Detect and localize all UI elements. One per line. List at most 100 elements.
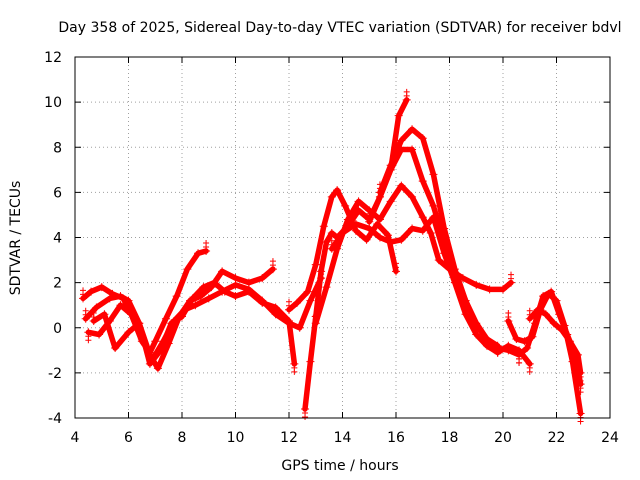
data-point-marker [504,346,513,355]
data-point-marker [231,280,240,289]
data-point-marker [533,305,542,314]
series-sat-k [504,289,585,425]
data-point-marker [541,310,550,319]
data-point-marker [231,292,240,301]
data-point-marker [311,260,320,269]
tail-marker [505,309,512,316]
data-point-marker [429,170,438,179]
tail-marker [302,413,309,420]
data-point-marker [351,226,360,235]
data-point-marker [327,228,336,237]
tail-marker [82,307,89,314]
data-point-marker [539,292,548,301]
y-tick-label: 12 [44,50,62,66]
data-point-marker [418,226,427,235]
data-point-marker [293,298,302,307]
tail-marker [203,240,210,247]
data-series [79,88,585,425]
data-point-marker [440,224,449,233]
data-point-marker [472,330,481,339]
data-point-marker [271,310,280,319]
data-point-marker [127,310,136,319]
data-point-marker [338,228,347,237]
tail-marker [328,237,335,244]
data-point-marker [408,145,417,154]
data-point-marker [218,267,227,276]
data-point-marker [499,285,507,294]
data-point-marker [306,357,315,366]
data-point-marker [482,341,491,350]
data-point-marker [145,359,154,368]
series-sat-m [525,305,585,384]
data-point-marker [172,292,181,301]
data-point-marker [375,233,384,242]
data-point-marker [303,287,312,296]
data-point-marker [555,310,564,319]
data-point-marker [408,192,417,201]
x-tick-label: 14 [334,430,352,446]
data-point-marker [397,136,406,145]
y-tick-label: -2 [48,366,62,382]
data-point-marker [258,298,267,307]
series-sat-j [375,125,502,357]
data-point-marker [549,319,558,328]
data-point-marker [547,287,556,296]
data-point-marker [386,197,395,206]
data-point-marker [485,285,494,294]
data-point-marker [220,287,229,296]
x-tick-label: 6 [124,430,133,446]
data-point-marker [210,278,219,287]
y-tick-label: 6 [53,185,62,201]
tail-marker [80,287,87,294]
data-point-marker [461,296,470,305]
data-point-marker [178,312,186,321]
data-point-marker [573,350,582,359]
data-point-marker [124,296,133,305]
tail-marker [366,210,373,217]
y-tick-label: 8 [53,140,62,156]
series-band [90,279,298,367]
data-point-marker [167,319,176,328]
data-point-marker [461,310,470,319]
data-point-marker [333,186,342,195]
y-tick-label: -4 [48,411,62,427]
data-point-marker [100,310,109,319]
x-tick-label: 18 [441,430,459,446]
data-point-marker [408,125,417,134]
data-point-marker [375,215,384,224]
data-point-marker [183,265,192,274]
data-point-marker [244,278,253,287]
tail-marker [577,418,584,425]
tail-marker [494,350,501,357]
data-point-marker [512,335,521,344]
tail-marker [526,307,533,314]
data-point-marker [397,181,406,190]
data-point-marker [319,222,328,231]
data-point-marker [295,323,304,332]
tail-marker [376,181,383,188]
data-point-marker [482,335,491,344]
data-point-marker [365,224,374,233]
chart-title: Day 358 of 2025, Sidereal Day-to-day VTE… [58,20,621,36]
data-point-marker [426,228,435,237]
series-band [377,126,501,349]
data-point-marker [124,328,133,337]
tail-marker [526,368,533,375]
data-point-marker [97,283,106,292]
data-point-marker [258,274,267,283]
series-sat-e [285,186,400,314]
tail-marker [403,88,410,95]
data-point-marker [373,219,382,228]
data-point-marker [116,292,125,301]
data-point-marker [408,224,417,233]
data-point-marker [231,274,240,283]
data-point-marker [523,344,532,353]
data-point-marker [386,161,395,170]
data-point-marker [153,364,162,373]
data-point-marker [472,321,481,330]
data-point-marker [105,294,114,303]
data-point-marker [95,330,104,339]
data-point-marker [362,235,371,244]
x-tick-label: 24 [601,430,619,446]
tail-marker [85,337,92,344]
